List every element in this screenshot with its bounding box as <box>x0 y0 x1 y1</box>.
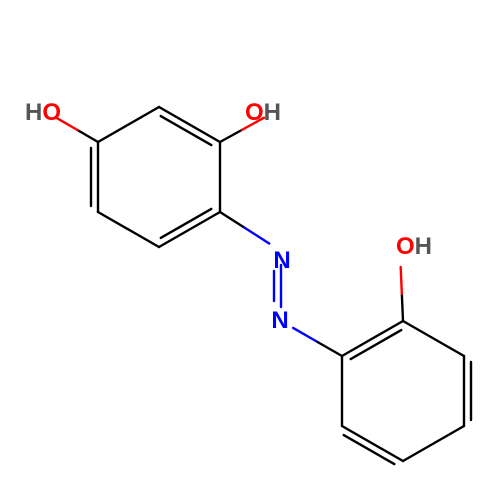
hydroxyl-label-2: OH <box>245 99 281 126</box>
bond-B1-B2 <box>342 321 403 356</box>
bond-A3-A4 <box>161 209 212 238</box>
bond-A5-A6 <box>159 107 220 142</box>
bond-A5-A6 <box>161 116 212 145</box>
molecule-diagram: HO OH OH N N <box>0 0 500 500</box>
nitrogen-label-2: N <box>271 307 288 334</box>
bond-A6-A1 <box>98 107 159 142</box>
bond-N2-B1 <box>318 342 342 356</box>
bond-B2-B3 <box>403 321 464 356</box>
hydroxyl-label-3: OH <box>396 233 432 260</box>
bond-B5-B6 <box>344 435 395 464</box>
bond-B2-O3 <box>401 267 402 294</box>
bond-B5-B6 <box>342 426 403 461</box>
bond-B2-O3 <box>402 294 403 321</box>
nitrogen-label-1: N <box>273 247 290 274</box>
bond-A4-N1 <box>220 212 245 228</box>
bond-B1-B2 <box>351 330 402 359</box>
bond-A5-O2 <box>220 130 242 142</box>
bond-A3-A4 <box>159 212 220 247</box>
bond-A4-N1 <box>245 228 270 244</box>
bond-A2-A3 <box>98 212 159 247</box>
hydroxyl-label-1: HO <box>25 99 61 126</box>
bond-N2-B1 <box>293 328 317 342</box>
bond-B4-B5 <box>403 426 464 461</box>
bond-A1-O1 <box>77 130 98 142</box>
